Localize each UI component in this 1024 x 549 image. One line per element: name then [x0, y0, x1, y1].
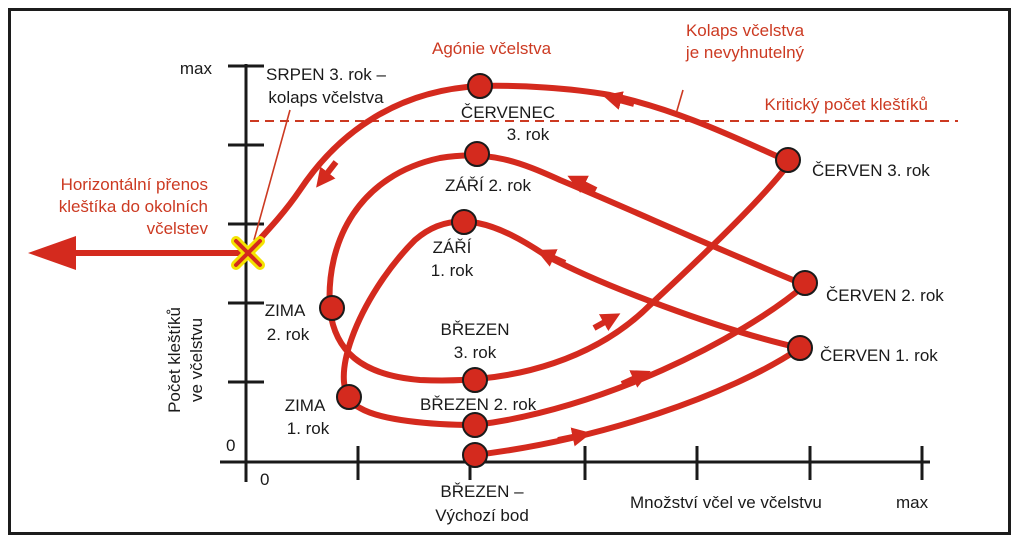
- start-label-line2: Výchozí bod: [435, 506, 529, 525]
- x-axis-title: Množství včel ve včelstvu: [630, 493, 822, 512]
- point-june3: [775, 147, 801, 173]
- march2-label: BŘEZEN 2. rok: [420, 395, 537, 414]
- july3-label-line2: 3. rok: [507, 125, 550, 144]
- srpen-callout-line: [253, 109, 291, 241]
- march3-label-line2: 3. rok: [454, 343, 497, 362]
- point-start: [462, 442, 488, 468]
- horizontal-transfer-arrowhead: [28, 236, 76, 270]
- winter1-label-line2: 1. rok: [287, 419, 330, 438]
- y-axis-title-line1: Počet kleštíků: [165, 307, 184, 413]
- arrow-june2-sept2: [567, 175, 598, 193]
- y-axis-title-line2: ve včelstvu: [187, 318, 206, 402]
- collapse-x-marker: [231, 236, 265, 270]
- x-axis-zero-label: 0: [260, 470, 269, 489]
- horizontal-transfer-line2: kleštíka do okolních: [59, 197, 208, 216]
- winter1-label-line1: ZIMA: [285, 396, 326, 415]
- collapse-inevitable-line1: Kolaps včelstva: [686, 21, 805, 40]
- june3-label: ČERVEN 3. rok: [812, 161, 930, 180]
- stage-points: [319, 73, 818, 468]
- agony-label: Agónie včelstva: [432, 39, 552, 58]
- point-march2: [462, 412, 488, 438]
- sept1-label-line2: 1. rok: [431, 261, 474, 280]
- winter2-label-line2: 2. rok: [267, 325, 310, 344]
- start-label-line1: BŘEZEN –: [440, 482, 524, 501]
- arrow-june3-july3: [602, 91, 635, 110]
- arrow-start: [557, 427, 592, 447]
- july3-label-line1: ČERVENEC: [461, 103, 555, 122]
- june1-label: ČERVEN 1. rok: [820, 346, 938, 365]
- march3-label-line1: BŘEZEN: [441, 320, 510, 339]
- y-axis-zero-label: 0: [226, 436, 235, 455]
- collapse-inevitable-line2: je nevyhnutelný: [685, 43, 805, 62]
- point-july3: [467, 73, 493, 99]
- point-march3: [462, 367, 488, 393]
- arrow-june1-sept1: [536, 249, 567, 267]
- point-june2: [792, 270, 818, 296]
- direction-arrows: [316, 91, 651, 447]
- sept1-label-line1: ZÁŘÍ: [433, 238, 472, 257]
- collapse-callout-line: [675, 89, 684, 115]
- arrow-march3-june3: [592, 313, 621, 332]
- june2-label: ČERVEN 2. rok: [826, 286, 944, 305]
- critical-threshold-label: Kritický počet kleštíků: [765, 95, 928, 114]
- winter2-label-line1: ZIMA: [265, 301, 306, 320]
- point-winter1: [336, 384, 362, 410]
- y-axis-max-label: max: [180, 59, 213, 78]
- point-sept1: [451, 209, 477, 235]
- point-june1: [787, 335, 813, 361]
- aug3-label-line1: SRPEN 3. rok –: [266, 65, 387, 84]
- y-axis-title: Počet kleštíků ve včelstvu: [165, 307, 206, 413]
- point-winter2: [319, 295, 345, 321]
- point-sept2: [464, 141, 490, 167]
- aug3-label-line2: kolaps včelstva: [268, 88, 384, 107]
- horizontal-transfer-line1: Horizontální přenos: [61, 175, 208, 194]
- horizontal-transfer-line3: včelstev: [147, 219, 209, 238]
- sept2-label: ZÁŘÍ 2. rok: [445, 176, 531, 195]
- arrow-july3-aug3: [316, 160, 339, 188]
- arrow-winter1-march2: [620, 370, 651, 388]
- diagram-frame: [8, 8, 1011, 535]
- x-axis-max-label: max: [896, 493, 929, 512]
